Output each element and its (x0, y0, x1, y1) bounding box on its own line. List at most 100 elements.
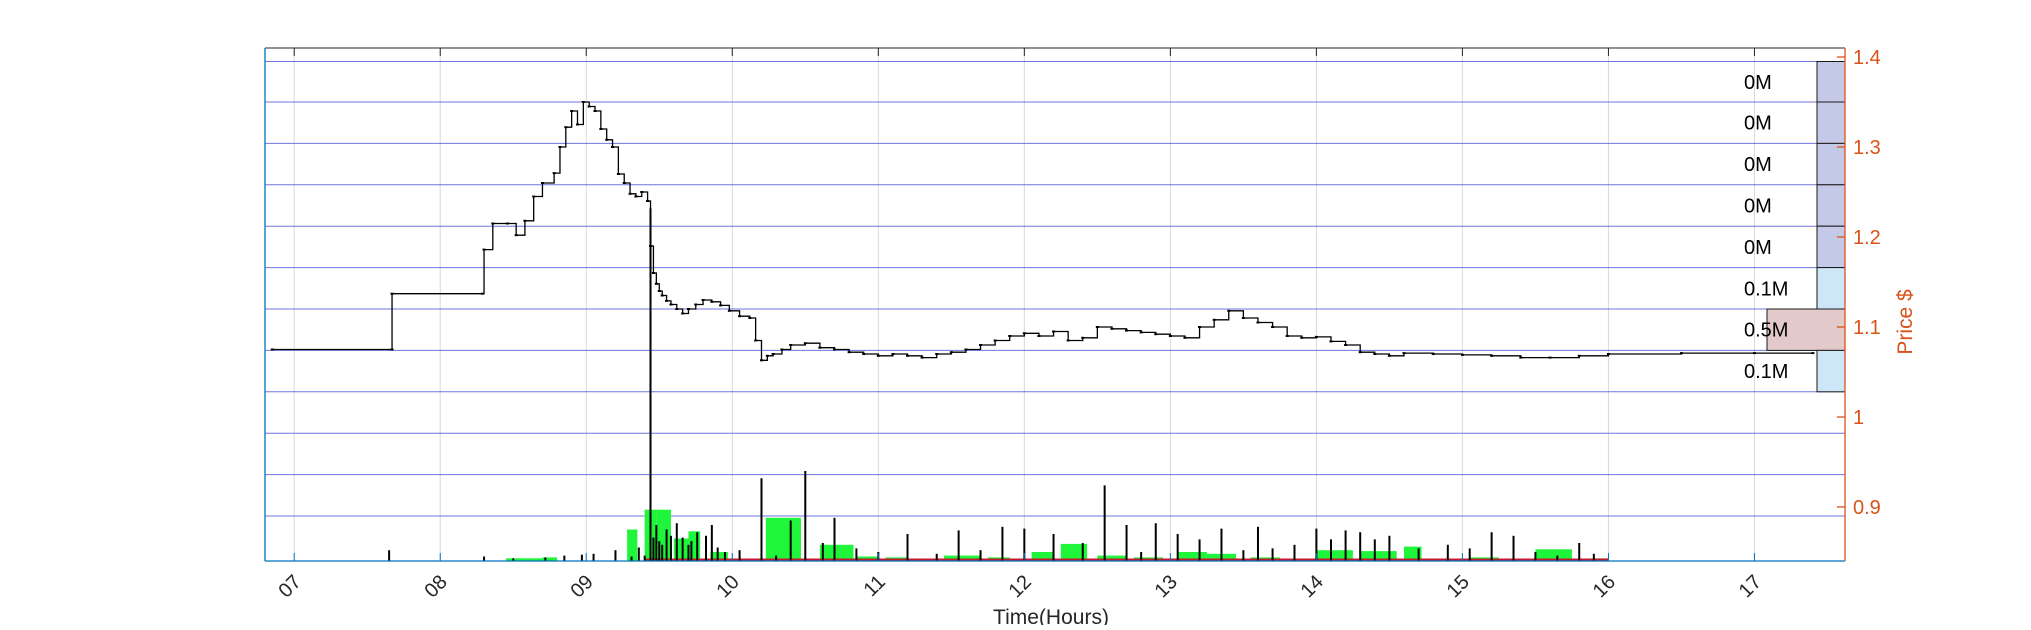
price-point (1679, 352, 1683, 355)
price-point (759, 359, 763, 362)
price-point (1037, 335, 1041, 337)
x-tick-label: 17 (1735, 571, 1766, 602)
volume-profile-bar (1766, 308, 1846, 351)
price-point (1198, 326, 1202, 328)
price-point (681, 312, 685, 315)
price-point (634, 195, 638, 198)
volume-profile-label: 0M (1744, 154, 1772, 176)
volume-profile-bar (1816, 349, 1846, 393)
price-point (727, 309, 731, 312)
x-tick-label: 14 (1297, 571, 1328, 602)
price-series (270, 101, 1815, 362)
price-point (1183, 336, 1187, 339)
price-point (765, 354, 769, 357)
x-axis-label: Time(Hours) (993, 606, 1109, 625)
volume-profile-label: 0M (1744, 72, 1772, 94)
price-point (581, 101, 585, 103)
volume-bar (1316, 550, 1353, 561)
volume-profile-bar (1816, 184, 1846, 227)
y-tick-label: 1.2 (1853, 227, 1881, 249)
price-point (1314, 335, 1318, 338)
price-point (564, 126, 568, 129)
x-tick-label: 10 (713, 571, 744, 602)
volume-profile-bar (1816, 267, 1846, 310)
price-point (669, 303, 673, 306)
price-point (789, 344, 793, 346)
price-point (622, 182, 626, 184)
price-point (611, 146, 615, 148)
price-line (272, 101, 1813, 361)
price-point (1402, 352, 1406, 355)
price-point (1606, 353, 1610, 355)
volume-profile-bar (1816, 61, 1846, 103)
volume-profile-bar (1816, 225, 1846, 269)
price-point (575, 123, 579, 126)
axes: 07 08 09 10 11 12 13 14 15 16 17 0.9 1 1.1 1.2 1.3 1.4 (264, 47, 1881, 602)
price-point (1081, 336, 1085, 339)
x-tick-label: 07 (274, 571, 305, 602)
price-point (482, 248, 486, 251)
volume-bar (765, 517, 801, 561)
price-point (481, 292, 485, 295)
price-point (1271, 326, 1275, 328)
x-tick-label: 12 (1005, 571, 1036, 602)
volume-bar (1097, 555, 1127, 561)
price-point (1285, 335, 1289, 337)
price-point (686, 308, 690, 310)
y-axis-label: Price $ (1894, 289, 1917, 355)
price-point (587, 105, 591, 108)
price-point (964, 348, 968, 351)
price-point (1125, 329, 1129, 332)
volume-bar (627, 529, 638, 561)
price-point (920, 356, 924, 359)
y-tick-label: 1 (1853, 407, 1864, 429)
price-point (780, 348, 784, 351)
price-point (1577, 354, 1581, 357)
x-tick-label: 13 (1151, 571, 1182, 602)
price-point (906, 354, 910, 357)
price-point (1431, 353, 1435, 355)
price-point (1519, 356, 1523, 359)
volume-profile-label: 0.5M (1744, 320, 1788, 342)
price-point (949, 351, 953, 354)
volume-bars (388, 208, 1609, 561)
volume-bar (505, 558, 543, 561)
price-point (1460, 353, 1464, 356)
volume-bar (710, 552, 728, 561)
price-point (891, 353, 895, 355)
price-point (993, 339, 997, 342)
volume-bar (1177, 552, 1207, 561)
price-point (1811, 352, 1815, 355)
y-tick-label: 1.1 (1853, 317, 1881, 339)
volume-profile-label: 0M (1744, 196, 1772, 218)
price-point (1212, 318, 1216, 321)
price-point (514, 234, 518, 237)
price-point (701, 299, 705, 301)
price-point (675, 308, 679, 310)
price-point (1139, 331, 1143, 334)
gridlines (265, 48, 1845, 561)
price-point (1344, 344, 1348, 346)
x-tick-label: 08 (420, 571, 451, 602)
x-tick-label: 16 (1589, 571, 1620, 602)
price-point (1052, 330, 1056, 333)
price-point (616, 173, 620, 175)
volume-profile-label: 0.1M (1744, 278, 1788, 300)
price-point (390, 348, 394, 351)
volume-bar (1031, 552, 1054, 561)
price-point (270, 348, 274, 351)
price-point (1752, 352, 1756, 355)
volume-bar (944, 555, 981, 561)
price-point (558, 146, 562, 148)
volume-bar (1535, 549, 1572, 561)
x-tick-label: 09 (567, 571, 598, 602)
price-point (935, 353, 939, 355)
price-point (1373, 353, 1377, 355)
price-point (1168, 335, 1172, 337)
price-point (1256, 321, 1260, 324)
price-point (1008, 335, 1012, 337)
price-point (654, 282, 658, 285)
price-point (640, 191, 644, 193)
price-point (754, 339, 758, 342)
price-point (540, 182, 544, 184)
